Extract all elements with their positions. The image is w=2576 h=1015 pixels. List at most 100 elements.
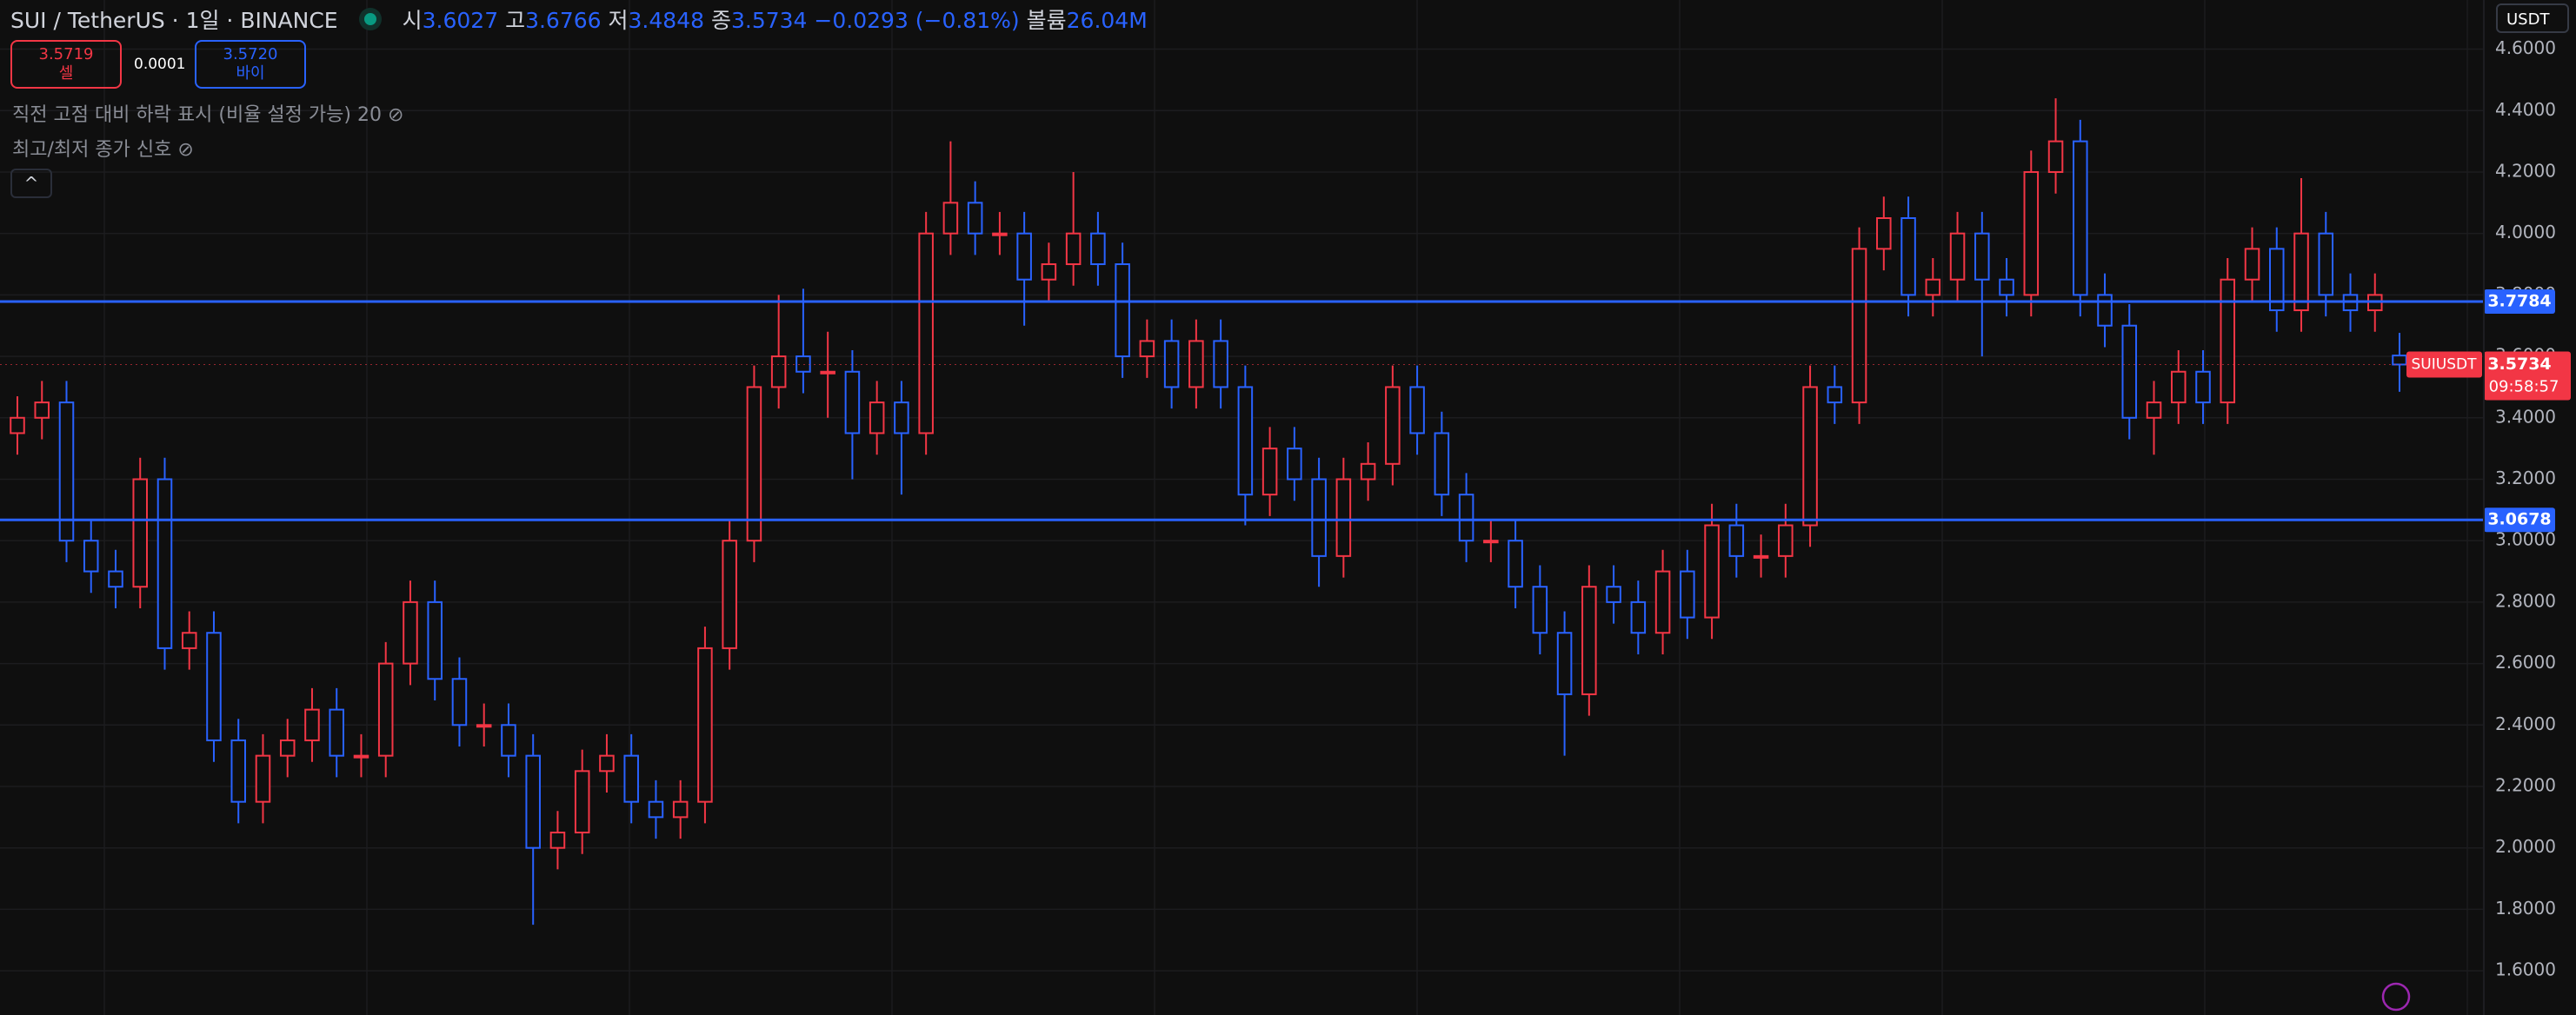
candle-body [525, 754, 541, 849]
candle-body [672, 800, 689, 819]
candle-body [230, 739, 246, 803]
hidden-icon[interactable]: ⊘ [387, 104, 404, 126]
candle-body [746, 386, 762, 542]
candle-body [1237, 386, 1254, 496]
high-label: 고 [505, 8, 526, 33]
candle-body [942, 202, 959, 235]
candle-body [2171, 370, 2187, 404]
y-tick-label: 3.2000 [2495, 468, 2556, 488]
buy-price: 3.5720 [223, 45, 278, 63]
price-label-box [2484, 507, 2555, 533]
candle-body [1900, 216, 1916, 296]
candle-body [1704, 524, 1720, 619]
candle-body [795, 355, 811, 373]
candle-body [770, 355, 787, 388]
candle-body [1483, 540, 1499, 544]
candle-body [1213, 340, 1228, 388]
candle-body [2220, 278, 2236, 404]
candle-body [967, 202, 983, 235]
lightning-icon [2381, 982, 2411, 1012]
candle-body [377, 662, 394, 757]
candle-body [132, 478, 149, 588]
candle-body [1287, 448, 1302, 481]
sell-label: 셀 [58, 64, 74, 83]
symbol-label-box [2406, 351, 2482, 378]
y-tick-label: 4.4000 [2495, 99, 2556, 120]
sell-button[interactable]: 3.5719 셀 [10, 40, 122, 89]
y-tick-label: 4.2000 [2495, 160, 2556, 181]
candle-body [918, 232, 934, 435]
candle-body [1188, 340, 1204, 388]
candle-body [83, 540, 99, 573]
high-value: 3.6766 [525, 8, 602, 33]
low-label: 저 [608, 8, 629, 33]
candle-body [722, 540, 737, 649]
candle-body [869, 401, 885, 435]
candle-body [894, 401, 909, 435]
candle-body [2293, 232, 2309, 312]
candle-body [403, 600, 418, 665]
candle-body [1311, 478, 1327, 557]
candle-body [1385, 386, 1401, 465]
candle-body [108, 570, 123, 588]
candle-body [451, 678, 468, 726]
candle-body [1041, 263, 1057, 281]
market-status [363, 13, 376, 25]
candle-body [2392, 355, 2407, 366]
candle-body [1753, 554, 1769, 559]
candle-body [1532, 586, 1548, 634]
candle-body [2121, 324, 2138, 419]
price-label: 3.7784 [2487, 292, 2551, 311]
candle-body [1949, 232, 1966, 281]
candle-body [1876, 216, 1892, 250]
candle-body [1999, 278, 2014, 296]
open-label: 시 [402, 8, 423, 33]
candle-body [1925, 278, 1941, 296]
candle-body [2268, 248, 2285, 312]
last-price-label: 3.5734 [2487, 355, 2551, 374]
candle-body [10, 416, 25, 435]
currency-select[interactable]: USDT [2496, 3, 2569, 33]
candle-body [2047, 140, 2064, 173]
candle-body [353, 754, 369, 759]
y-tick-label: 2.6000 [2495, 652, 2556, 673]
indicator[interactable]: 최고/최저 종가 신호 ⊘ [12, 134, 194, 162]
candle-body [255, 754, 271, 803]
candle-body [1974, 232, 1990, 281]
candle-body [1163, 340, 1180, 388]
candle-body [992, 232, 1008, 236]
change: −0.0293 (−0.81%) [814, 8, 1020, 33]
candle-body [1458, 494, 1474, 542]
currency: USDT [2506, 10, 2550, 29]
buy-button[interactable]: 3.5720 바이 [195, 40, 306, 89]
y-tick-label: 2.8000 [2495, 590, 2556, 611]
candle-body [1115, 263, 1130, 358]
y-tick-label: 1.6000 [2495, 959, 2556, 980]
hidden-icon[interactable]: ⊘ [177, 139, 194, 161]
collapse-button[interactable]: ^ [10, 169, 52, 198]
y-tick-label: 1.8000 [2495, 898, 2556, 919]
symbol[interactable]: SUI / TetherUS · 1일 · BINANCE [10, 8, 338, 33]
candle-body [2244, 248, 2260, 281]
candle-body [1654, 570, 1671, 634]
candle-body [58, 401, 75, 542]
candle-body [1556, 632, 1573, 695]
y-tick-label: 2.4000 [2495, 713, 2556, 734]
candle-body [1680, 570, 1695, 619]
candle-body [156, 478, 173, 649]
trade-buttons: 3.5719 셀 0.0001 3.5720 바이 [10, 40, 306, 89]
candle-body [1778, 524, 1794, 557]
candle-body [1728, 524, 1745, 557]
candle-body [329, 708, 344, 757]
price-label: 3.0678 [2487, 510, 2551, 529]
candle-body [1065, 232, 1082, 266]
buy-label: 바이 [236, 64, 265, 83]
candle-body [697, 647, 713, 803]
candle-body [1261, 448, 1278, 496]
candle-body [844, 370, 861, 435]
volume-label: 볼륨 [1026, 8, 1067, 33]
y-tick-label: 4.0000 [2495, 222, 2556, 242]
indicator[interactable]: 직전 고점 대비 하락 표시 (비율 설정 가능) 20 ⊘ [12, 99, 403, 127]
y-tick-label: 3.0000 [2495, 529, 2556, 550]
